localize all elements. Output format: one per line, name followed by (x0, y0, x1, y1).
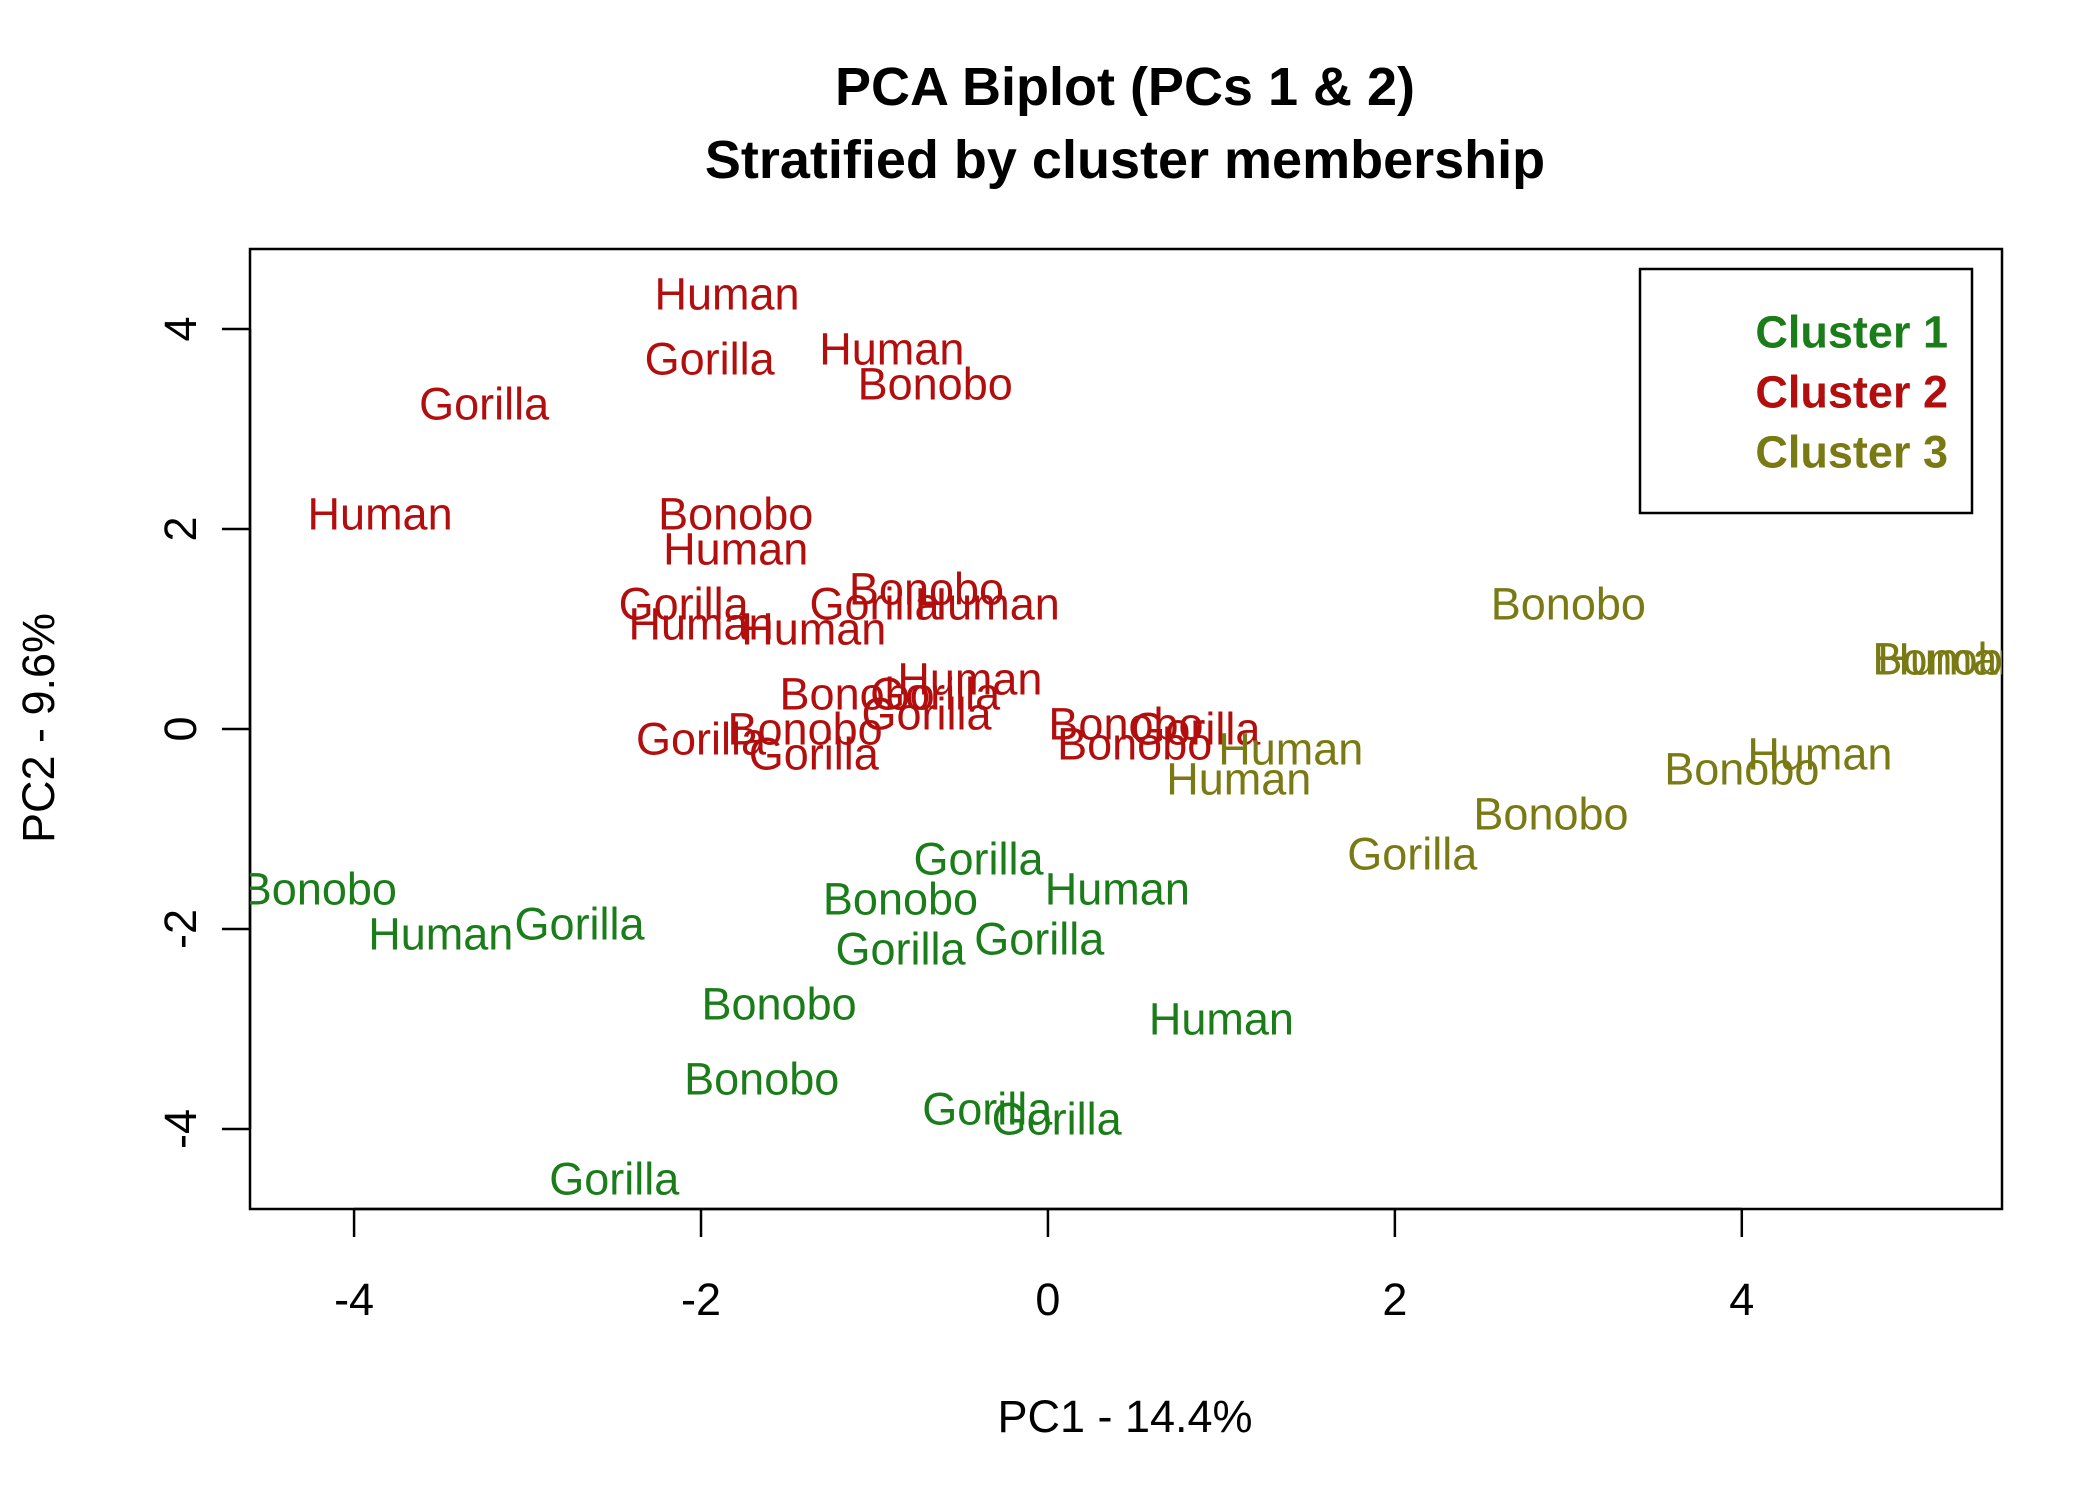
legend: Cluster 1 Cluster 2 Cluster 3 (1638, 267, 1974, 515)
point-label: Gorilla (419, 379, 550, 430)
point-label: Human (1218, 724, 1363, 775)
point-label: Gorilla (645, 334, 776, 385)
point-label: Gorilla (870, 669, 1001, 720)
chart-title: PCA Biplot (PCs 1 & 2) (835, 57, 1415, 117)
point-label: Human (915, 579, 1060, 630)
y-axis-label: PC2 - 9.6% (13, 613, 64, 843)
x-axis-label: PC1 - 14.4% (997, 1391, 1252, 1442)
legend-item: Cluster 3 (1755, 427, 1948, 478)
point-label: Human (1877, 634, 2022, 685)
point-label: Bonobo (242, 864, 397, 915)
point-label: Bonobo (1048, 699, 1203, 750)
x-tick-label: 2 (1382, 1274, 1407, 1325)
point-label: Bonobo (658, 489, 813, 540)
point-label: Gorilla (515, 899, 646, 950)
point-label: Bonobo (1057, 719, 1212, 770)
x-tick-label: -4 (334, 1274, 374, 1325)
point-label: Bonobo (701, 979, 856, 1030)
point-label: Bonobo (728, 704, 883, 755)
point-label: Human (308, 489, 453, 540)
point-label: Bonobo (1473, 789, 1628, 840)
y-tick-label: 0 (155, 716, 206, 741)
legend-item: Cluster 2 (1755, 367, 1948, 418)
x-tick-label: 0 (1035, 1274, 1060, 1325)
point-label: Gorilla (861, 689, 992, 740)
point-label: Gorilla (835, 924, 966, 975)
point-label: Bonobo (1491, 579, 1646, 630)
y-tick-label: -2 (155, 909, 206, 949)
point-label: Human (819, 324, 964, 375)
point-label: Gorilla (922, 1084, 1053, 1135)
point-label: Human (654, 269, 799, 320)
point-label: Bonobo (1664, 744, 1819, 795)
x-tick-label: 4 (1729, 1274, 1754, 1325)
point-label: Bonobo (858, 359, 1013, 410)
point-label: Bonobo (849, 564, 1004, 615)
x-tick-label: -2 (681, 1274, 721, 1325)
point-label: Gorilla (992, 1094, 1123, 1145)
point-label: Human (368, 909, 513, 960)
point-label: Bonobo (1872, 634, 2027, 685)
y-tick-label: -4 (155, 1109, 206, 1149)
point-label: Bonobo (780, 669, 935, 720)
point-label: Gorilla (1130, 704, 1261, 755)
point-label: Gorilla (749, 729, 880, 780)
point-label: Human (897, 654, 1042, 705)
point-label: Gorilla (809, 579, 940, 630)
point-label: Bonobo (823, 874, 978, 925)
point-label: Human (1045, 864, 1190, 915)
point-label: Gorilla (636, 714, 767, 765)
legend-box (1638, 267, 1974, 515)
point-label: Gorilla (1347, 829, 1478, 880)
point-label: Human (741, 604, 886, 655)
legend-item: Cluster 1 (1755, 307, 1948, 358)
point-label: Bonobo (684, 1054, 839, 1105)
chart-subtitle: Stratified by cluster membership (705, 130, 1545, 190)
y-tick-label: 2 (155, 516, 206, 541)
point-label: Human (628, 599, 773, 650)
point-label: Gorilla (549, 1154, 680, 1205)
y-tick-label: 4 (155, 316, 206, 341)
point-label: Gorilla (619, 579, 750, 630)
point-label: Human (1747, 729, 1892, 780)
point-label: Human (1149, 994, 1294, 1045)
point-label: Human (1166, 754, 1311, 805)
point-label: Gorilla (974, 914, 1105, 965)
point-label: Human (663, 524, 808, 575)
point-label: Gorilla (914, 834, 1045, 885)
